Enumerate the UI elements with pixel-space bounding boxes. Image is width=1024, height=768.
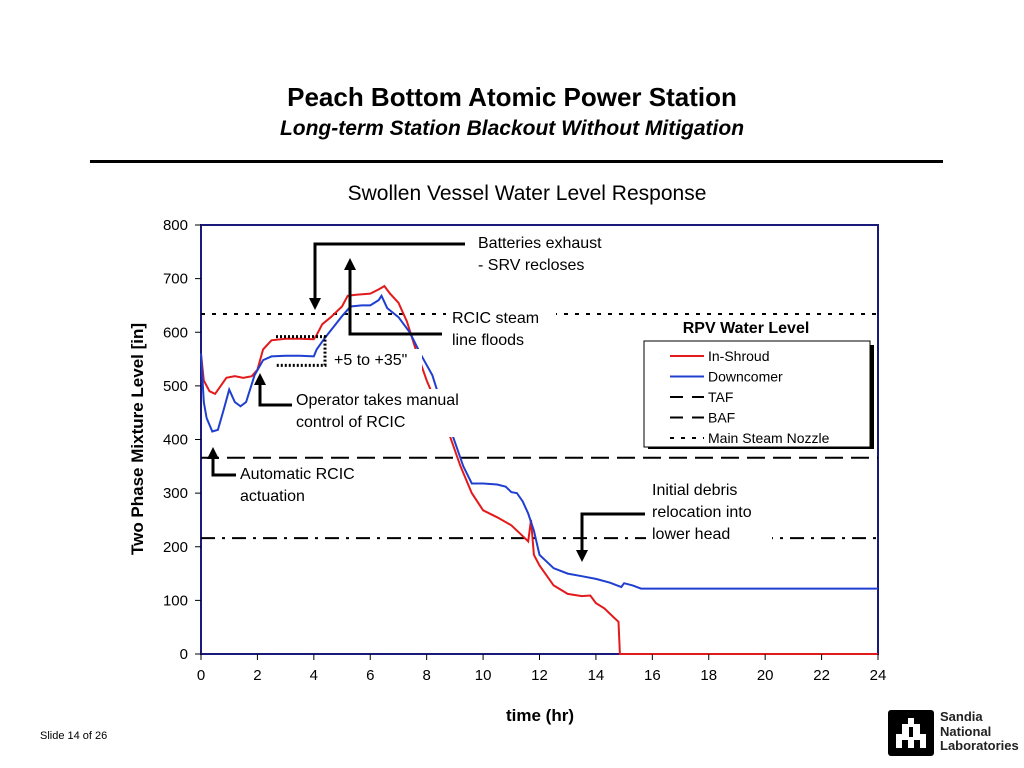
annotation: Operator takes manual control of RCIC xyxy=(254,373,486,437)
slide-subtitle: Long-term Station Blackout Without Mitig… xyxy=(279,117,745,140)
annotation-text: line floods xyxy=(452,332,524,349)
annotation-arrow xyxy=(348,268,442,336)
sandia-thunderbird-icon xyxy=(888,710,934,756)
y-tick-label: 600 xyxy=(163,324,188,341)
annotation-text: +5 to +35" xyxy=(334,352,407,369)
annotation-arrowhead xyxy=(254,373,266,385)
y-tick-label: 100 xyxy=(163,592,188,609)
x-axis-label: time (hr) xyxy=(506,706,574,725)
annotation-background xyxy=(330,349,422,373)
y-tick-label: 200 xyxy=(163,539,188,556)
legend-label-taf: TAF xyxy=(708,389,733,405)
annotation-arrow xyxy=(258,383,292,407)
y-tick-label: 700 xyxy=(163,271,188,288)
delta-bracket xyxy=(276,335,327,367)
annotation-text: lower head xyxy=(652,526,730,543)
annotation-text: Initial debris xyxy=(652,482,737,499)
annotation-arrow xyxy=(313,242,465,300)
annotation: Initial debris relocation into lower head xyxy=(576,479,772,562)
downcomer-series-line xyxy=(200,293,878,590)
x-tick-label: 2 xyxy=(253,667,261,684)
legend-label-downcomer: Downcomer xyxy=(708,369,783,385)
annotation-text: Automatic RCIC xyxy=(240,466,355,483)
annotation-background xyxy=(234,463,374,511)
annotation-text: - SRV recloses xyxy=(478,257,584,274)
annotation-arrowhead xyxy=(344,258,356,270)
legend-label-in-shroud: In-Shroud xyxy=(708,348,769,364)
y-tick-label: 400 xyxy=(163,432,188,449)
x-tick-label: 18 xyxy=(700,667,717,684)
annotation-background xyxy=(646,479,772,549)
slide-title: Peach Bottom Atomic Power Station xyxy=(287,82,737,112)
annotation-arrow xyxy=(580,512,645,552)
in-shroud-series-line xyxy=(200,284,878,655)
annotation: +5 to +35" xyxy=(276,335,422,373)
y-tick-label: 300 xyxy=(163,485,188,502)
annotation-arrowhead xyxy=(576,550,588,562)
annotation: RCIC steam line floods xyxy=(344,258,556,355)
y-tick-label: 0 xyxy=(180,646,188,663)
legend-box xyxy=(643,340,871,448)
legend-label-baf: BAF xyxy=(708,410,735,426)
sandia-logo: Sandia National Laboratories xyxy=(888,709,1019,756)
x-tick-label: 22 xyxy=(813,667,830,684)
title-divider xyxy=(90,160,943,163)
annotation-background xyxy=(446,307,556,355)
chart-title: Swollen Vessel Water Level Response xyxy=(348,182,707,205)
annotation-arrowhead xyxy=(309,298,321,310)
x-tick-label: 10 xyxy=(475,667,492,684)
annotation-text: RCIC steam xyxy=(452,310,539,327)
annotation-arrow xyxy=(211,457,236,477)
x-tick-label: 16 xyxy=(644,667,661,684)
legend-label-main-steam-nozzle: Main Steam Nozzle xyxy=(708,430,830,446)
slide-number: Slide 14 of 26 xyxy=(40,730,108,742)
x-tick-label: 4 xyxy=(310,667,318,684)
annotation-text: relocation into xyxy=(652,504,752,521)
annotation-text: actuation xyxy=(240,488,305,505)
sandia-logo-text: Sandia National Laboratories xyxy=(940,709,1019,753)
annotation: Batteries exhaust - SRV recloses xyxy=(309,232,626,310)
x-tick-label: 14 xyxy=(588,667,605,684)
annotation-text: Batteries exhaust xyxy=(478,235,602,252)
annotation-arrowhead xyxy=(207,447,219,459)
y-tick-label: 800 xyxy=(163,217,188,234)
x-tick-label: 0 xyxy=(197,667,205,684)
x-tick-label: 20 xyxy=(757,667,774,684)
x-tick-label: 12 xyxy=(531,667,548,684)
legend-title: RPV Water Level xyxy=(683,320,810,337)
annotation-text: control of RCIC xyxy=(296,414,405,431)
annotation-background xyxy=(470,232,626,280)
x-tick-label: 24 xyxy=(870,667,887,684)
y-axis-label: Two Phase Mixture Level [in] xyxy=(128,323,147,555)
annotation-background xyxy=(290,389,486,437)
x-tick-label: 6 xyxy=(366,667,374,684)
annotation-text: Operator takes manual xyxy=(296,392,459,409)
annotation: Automatic RCIC actuation xyxy=(207,447,374,511)
y-tick-label: 500 xyxy=(163,378,188,395)
x-tick-label: 8 xyxy=(422,667,430,684)
